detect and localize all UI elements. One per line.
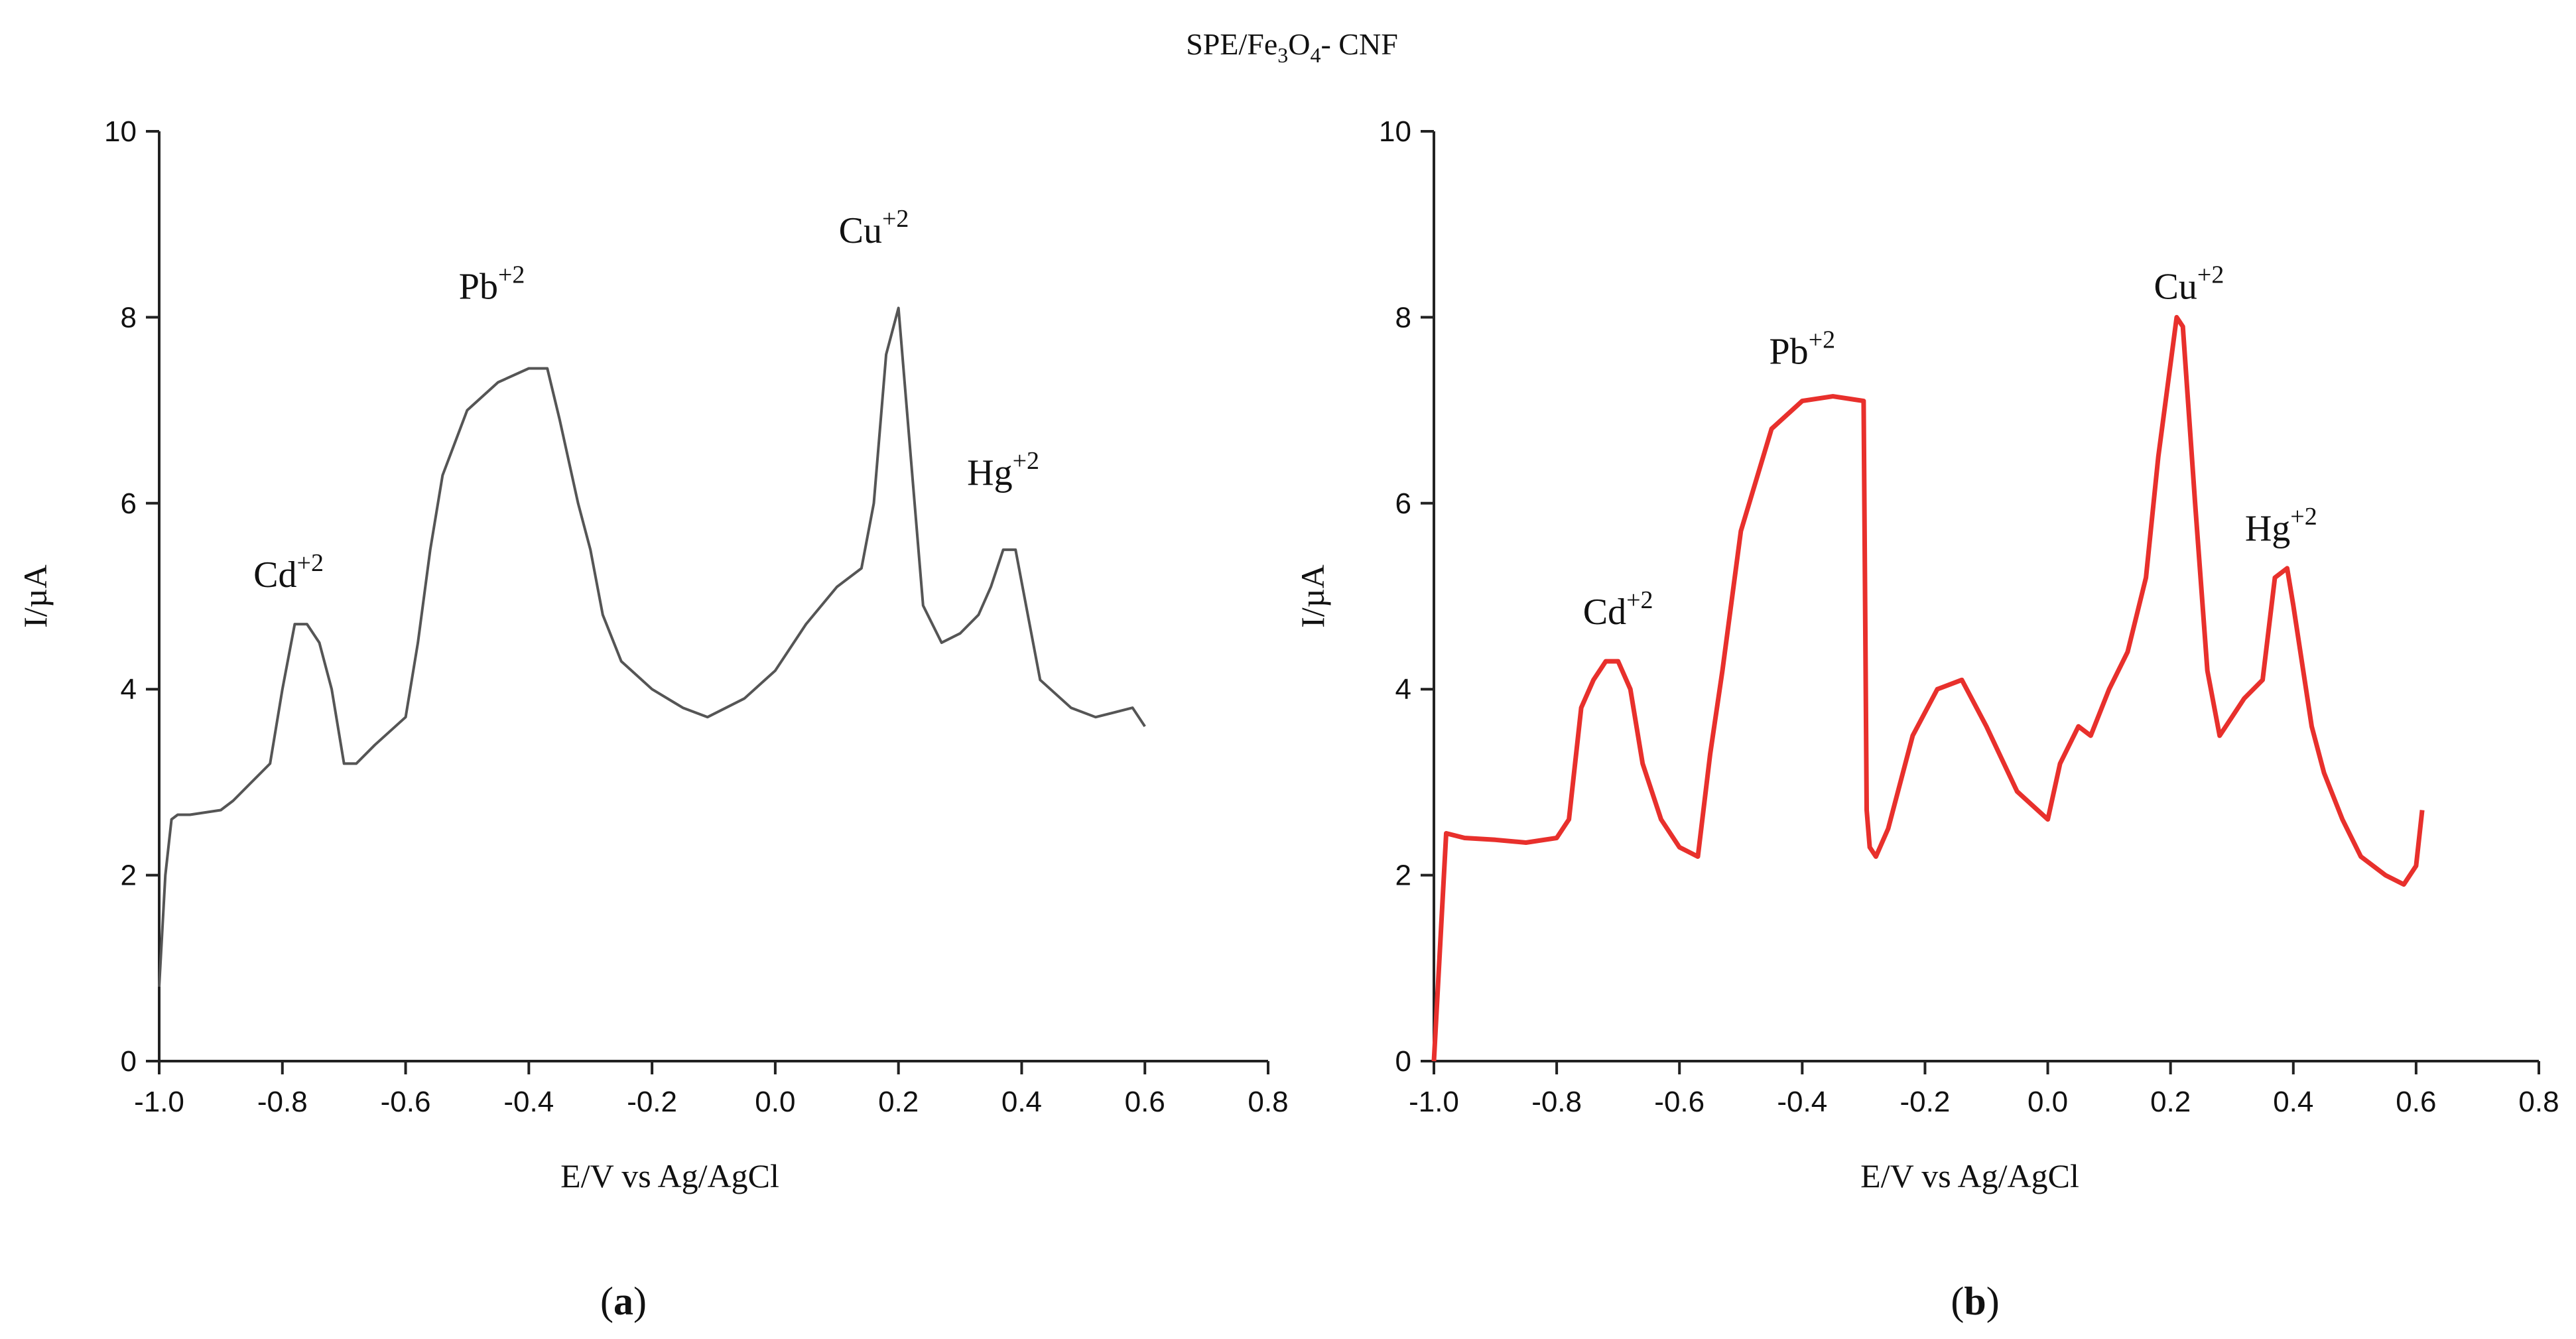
figure-title: SPE/Fe3O4- CNF [1186,27,1398,67]
y-tick-label: 10 [1379,115,1411,148]
peak-label-hg: Hg+2 [2245,503,2317,549]
y-axis-title-b: I/µA [1294,564,1331,627]
x-tick-label: 0.4 [1001,1086,1042,1118]
axes-frame-a [158,131,1268,1062]
x-tick-label: -0.8 [257,1086,308,1118]
peak-labels-b: Cd+2 Pb+2 Cu+2 Hg+2 [1583,261,2317,633]
x-ticks-b: -1.0 -0.8 -0.6 -0.4 -0.2 0.0 0.2 0.4 0.6 0.8 [1409,1061,2559,1118]
chart-panel-a: -1.0 -0.8 -0.6 -0.4 -0.2 0.0 0.2 0.4 0.6 0.8 0 2 4 6… [17,115,1289,1323]
x-tick-label: 0.8 [1248,1086,1288,1118]
peak-label-cd: Cd+2 [253,549,324,596]
series-line-b [1431,314,2425,1062]
x-tick-label: 0.0 [2028,1086,2068,1118]
y-ticks-a: 0 2 4 6 8 10 [104,115,159,1078]
x-tick-label: -0.2 [1900,1086,1951,1118]
x-axis-title-a: E/V vs Ag/AgCl [560,1157,779,1194]
x-tick-label: 0.6 [1125,1086,1165,1118]
x-tick-label: -1.0 [1409,1086,1459,1118]
x-ticks-a: -1.0 -0.8 -0.6 -0.4 -0.2 0.0 0.2 0.4 0.6 0.8 [134,1061,1289,1118]
y-tick-label: 8 [121,301,137,334]
panel-tag-b: (b) [1951,1279,1999,1323]
y-tick-label: 4 [1395,673,1411,706]
y-tick-label: 6 [121,487,137,520]
y-tick-label: 8 [1395,301,1411,334]
y-tick-label: 6 [1395,487,1411,520]
y-tick-label: 2 [1395,860,1411,892]
axes-frame-b [1433,131,2539,1062]
y-axis-title-a: I/µA [17,564,54,627]
y-tick-label: 2 [121,860,137,892]
x-tick-label: 0.2 [878,1086,919,1118]
peak-label-pb: Pb+2 [459,261,525,307]
x-tick-label: 0.2 [2150,1086,2191,1118]
peak-label-cu: Cu+2 [839,205,909,251]
y-ticks-b: 0 2 4 6 8 10 [1379,115,1434,1078]
x-tick-label: -0.4 [1777,1086,1827,1118]
y-tick-label: 4 [121,673,137,706]
y-tick-label: 0 [1395,1045,1411,1078]
peak-label-cu: Cu+2 [2154,261,2224,307]
y-tick-label: 0 [121,1045,137,1078]
series-line-a [158,306,1146,987]
x-tick-label: -0.8 [1531,1086,1582,1118]
x-tick-label: -0.2 [627,1086,677,1118]
x-tick-label: 0.8 [2518,1086,2559,1118]
peak-label-hg: Hg+2 [967,447,1039,493]
x-tick-label: -0.6 [1654,1086,1705,1118]
x-tick-label: -0.4 [503,1086,554,1118]
x-tick-label: -0.6 [381,1086,431,1118]
x-tick-label: -1.0 [134,1086,184,1118]
peak-label-cd: Cd+2 [1583,586,1653,633]
x-tick-label: 0.0 [755,1086,795,1118]
peak-labels-a: Cd+2 Pb+2 Cu+2 Hg+2 [253,205,1039,596]
peak-label-pb: Pb+2 [1770,326,1836,373]
y-tick-label: 10 [104,115,137,148]
x-tick-label: 0.4 [2273,1086,2313,1118]
x-tick-label: 0.6 [2396,1086,2436,1118]
panel-tag-a: (a) [600,1279,647,1323]
chart-panel-b: -1.0 -0.8 -0.6 -0.4 -0.2 0.0 0.2 0.4 0.6 0.8 0 2 4 6… [1294,115,2559,1323]
x-axis-title-b: E/V vs Ag/AgCl [1860,1157,2079,1194]
